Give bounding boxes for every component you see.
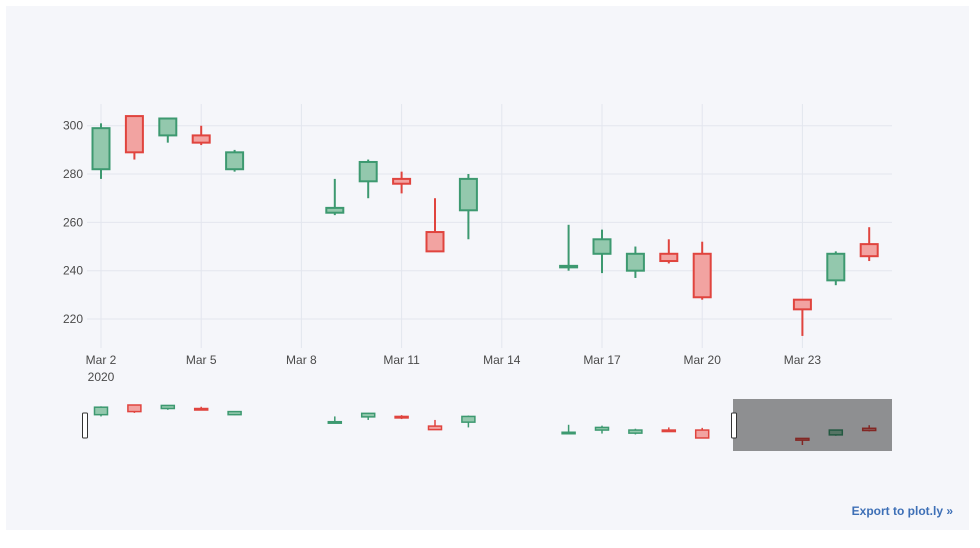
candle-body: [625, 252, 645, 272]
candle-decreasing[interactable]: [792, 298, 812, 336]
slider-candle: [828, 429, 844, 436]
slider-candle: [661, 427, 677, 433]
x-tick-label: Mar 8: [286, 353, 317, 367]
slider-candle: [127, 404, 142, 413]
y-tick-label: 260: [63, 215, 83, 229]
slider-candle: [394, 415, 409, 420]
candle-increasing[interactable]: [826, 251, 846, 286]
slider-candle: [795, 437, 810, 445]
slider-candle: [594, 425, 610, 434]
candle-decreasing[interactable]: [124, 115, 144, 160]
x-tick-label: Mar 11: [383, 353, 420, 367]
range-slider[interactable]: [82, 399, 893, 451]
candle-body: [358, 160, 378, 183]
candle-increasing[interactable]: [458, 174, 478, 240]
slider-handle-right[interactable]: [731, 412, 737, 439]
slider-handle-left[interactable]: [82, 412, 88, 439]
slider-candle: [427, 419, 443, 431]
y-axis: 220 240 260 280 300: [63, 119, 83, 326]
candle-body: [158, 117, 178, 137]
candle-increasing[interactable]: [158, 117, 178, 143]
y-tick-label: 300: [63, 119, 83, 133]
x-tick-label: Mar 17: [583, 353, 621, 367]
candle-increasing[interactable]: [325, 178, 345, 216]
candle-body: [692, 252, 712, 299]
x-tick-label: Mar 20: [684, 353, 722, 367]
candle-body: [458, 177, 478, 212]
candle-increasing[interactable]: [559, 224, 579, 271]
slider-candle-body: [461, 415, 476, 423]
slider-candle: [694, 427, 710, 439]
slider-candle-body: [561, 431, 576, 435]
candle-body: [91, 127, 111, 171]
x-tick-label: Mar 5: [186, 353, 217, 367]
x-year-label: 2020: [88, 370, 115, 384]
chart-area: 220 240 260 280 300 Mar 2 Mar 5 Mar 8 Mar 11 Mar…: [6, 6, 969, 530]
slider-candle-body: [193, 407, 209, 411]
slider-candle: [628, 428, 643, 435]
candle-body: [124, 115, 144, 154]
export-to-plotly-link[interactable]: Export to plot.ly »: [851, 504, 953, 518]
candle-increasing[interactable]: [225, 149, 245, 172]
slider-candle-body: [694, 429, 710, 439]
candle-increasing[interactable]: [592, 229, 612, 274]
slider-candle-body: [227, 410, 242, 416]
candle-body: [392, 177, 412, 185]
slider-candle-body: [93, 406, 109, 416]
candle-body: [325, 206, 345, 214]
slider-candle: [327, 416, 343, 424]
slider-candle-body: [828, 429, 844, 436]
candle-decreasing[interactable]: [191, 125, 211, 146]
slider-candle-body: [360, 412, 376, 418]
candle-decreasing[interactable]: [392, 171, 412, 194]
slider-candle-body: [327, 420, 343, 424]
candle-body: [592, 238, 612, 255]
slider-candle-body: [160, 404, 176, 410]
candle-body: [559, 264, 579, 269]
candles[interactable]: [91, 115, 879, 336]
slider-mask-right: [733, 399, 892, 451]
candle-decreasing[interactable]: [659, 239, 679, 264]
candle-body: [191, 134, 211, 144]
y-tick-label: 220: [63, 312, 83, 326]
y-tick-label: 280: [63, 167, 83, 181]
candle-decreasing[interactable]: [425, 198, 445, 253]
slider-candle-body: [861, 427, 877, 432]
slider-candle-body: [127, 404, 142, 413]
slider-candle: [193, 406, 209, 411]
slider-candle: [461, 415, 476, 428]
slider-candle-body: [661, 429, 677, 433]
candle-increasing[interactable]: [358, 159, 378, 199]
candle-body: [425, 231, 445, 253]
slider-candle-body: [594, 426, 610, 431]
x-tick-label: Mar 23: [784, 353, 822, 367]
slider-candle: [561, 424, 576, 435]
x-tick-label: Mar 14: [483, 353, 521, 367]
candle-body: [792, 298, 812, 311]
candle-decreasing[interactable]: [692, 241, 712, 300]
slider-candle: [160, 404, 176, 410]
candle-body: [859, 243, 879, 258]
slider-candle-body: [795, 437, 810, 441]
candle-body: [225, 151, 245, 171]
x-tick-label: Mar 2: [86, 353, 117, 367]
slider-candle: [227, 410, 242, 416]
slider-candle: [360, 412, 376, 420]
candle-body: [826, 252, 846, 282]
candle-body: [659, 252, 679, 263]
candle-decreasing[interactable]: [859, 227, 879, 262]
slider-candle-body: [394, 415, 409, 419]
candle-increasing[interactable]: [91, 123, 111, 179]
slider-candle-body: [628, 429, 643, 434]
slider-candle: [861, 425, 877, 432]
slider-candle: [93, 406, 109, 417]
x-axis: Mar 2 Mar 5 Mar 8 Mar 11 Mar 14 Mar 17 Mar 20 M…: [86, 353, 822, 384]
y-tick-label: 240: [63, 264, 83, 278]
slider-candle-body: [427, 425, 443, 431]
candle-increasing[interactable]: [625, 246, 645, 278]
